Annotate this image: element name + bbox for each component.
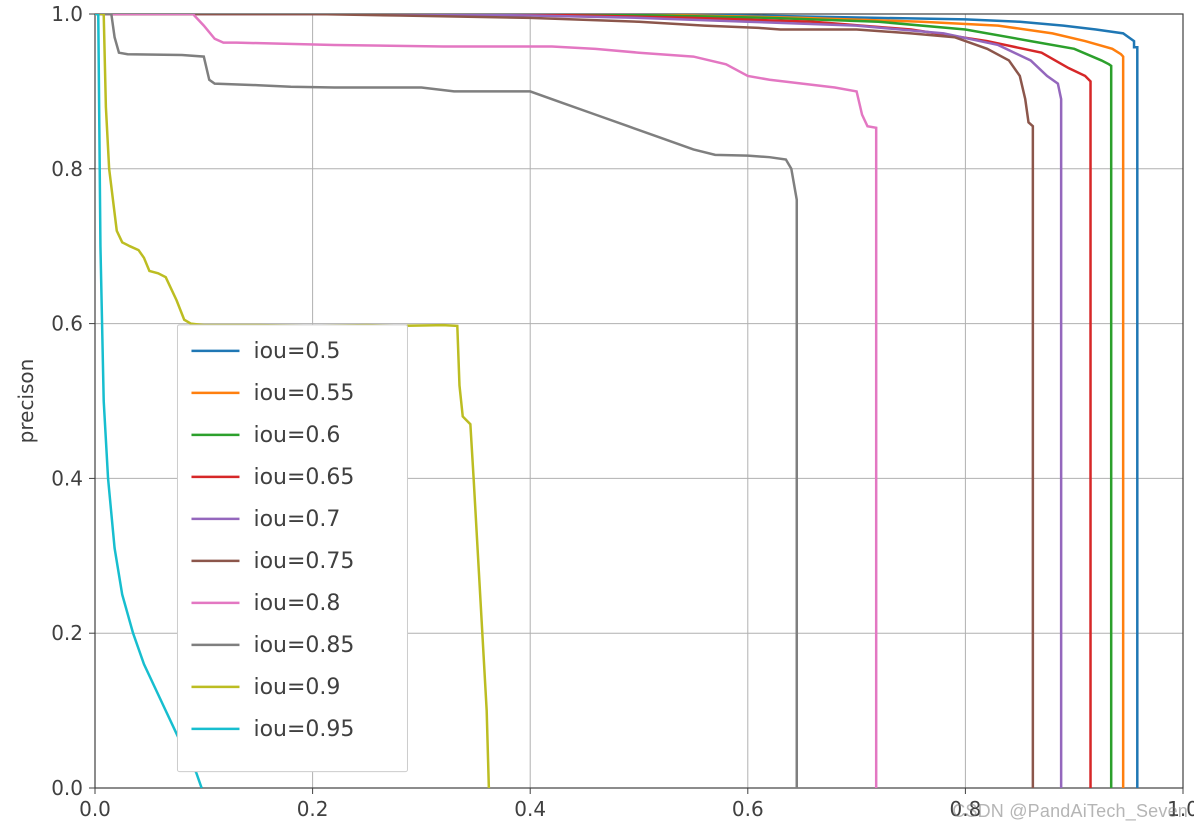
y-tick-label: 0.2: [51, 621, 83, 645]
y-tick-label: 0.8: [51, 157, 83, 181]
legend-label: iou=0.6: [253, 423, 340, 448]
y-tick-label: 0.0: [51, 776, 83, 800]
legend-label: iou=0.5: [253, 339, 340, 364]
legend-label: iou=0.9: [253, 675, 340, 700]
y-tick-label: 0.6: [51, 312, 83, 336]
y-axis-label: precison: [14, 359, 38, 444]
legend-label: iou=0.55: [253, 381, 354, 406]
precision-recall-chart: 0.00.20.40.60.81.00.00.20.40.60.81.0prec…: [0, 0, 1194, 832]
y-tick-label: 0.4: [51, 466, 83, 490]
legend-label: iou=0.85: [253, 633, 354, 658]
x-tick-label: 0.4: [514, 797, 546, 821]
legend-label: iou=0.65: [253, 465, 354, 490]
legend-label: iou=0.8: [253, 591, 340, 616]
legend-label: iou=0.95: [253, 717, 354, 742]
legend: iou=0.5 iou=0.55 iou=0.6 iou=0.65 iou=0.7 iou…: [177, 325, 407, 772]
x-tick-label: 0.6: [732, 797, 764, 821]
legend-label: iou=0.75: [253, 549, 354, 574]
chart-container: 0.00.20.40.60.81.00.00.20.40.60.81.0prec…: [0, 0, 1194, 832]
y-tick-label: 1.0: [51, 2, 83, 26]
legend-label: iou=0.7: [253, 507, 340, 532]
watermark-text: CSDN @PandAiTech_Seven: [952, 801, 1188, 822]
x-tick-label: 0.2: [297, 797, 329, 821]
x-tick-label: 0.0: [79, 797, 111, 821]
